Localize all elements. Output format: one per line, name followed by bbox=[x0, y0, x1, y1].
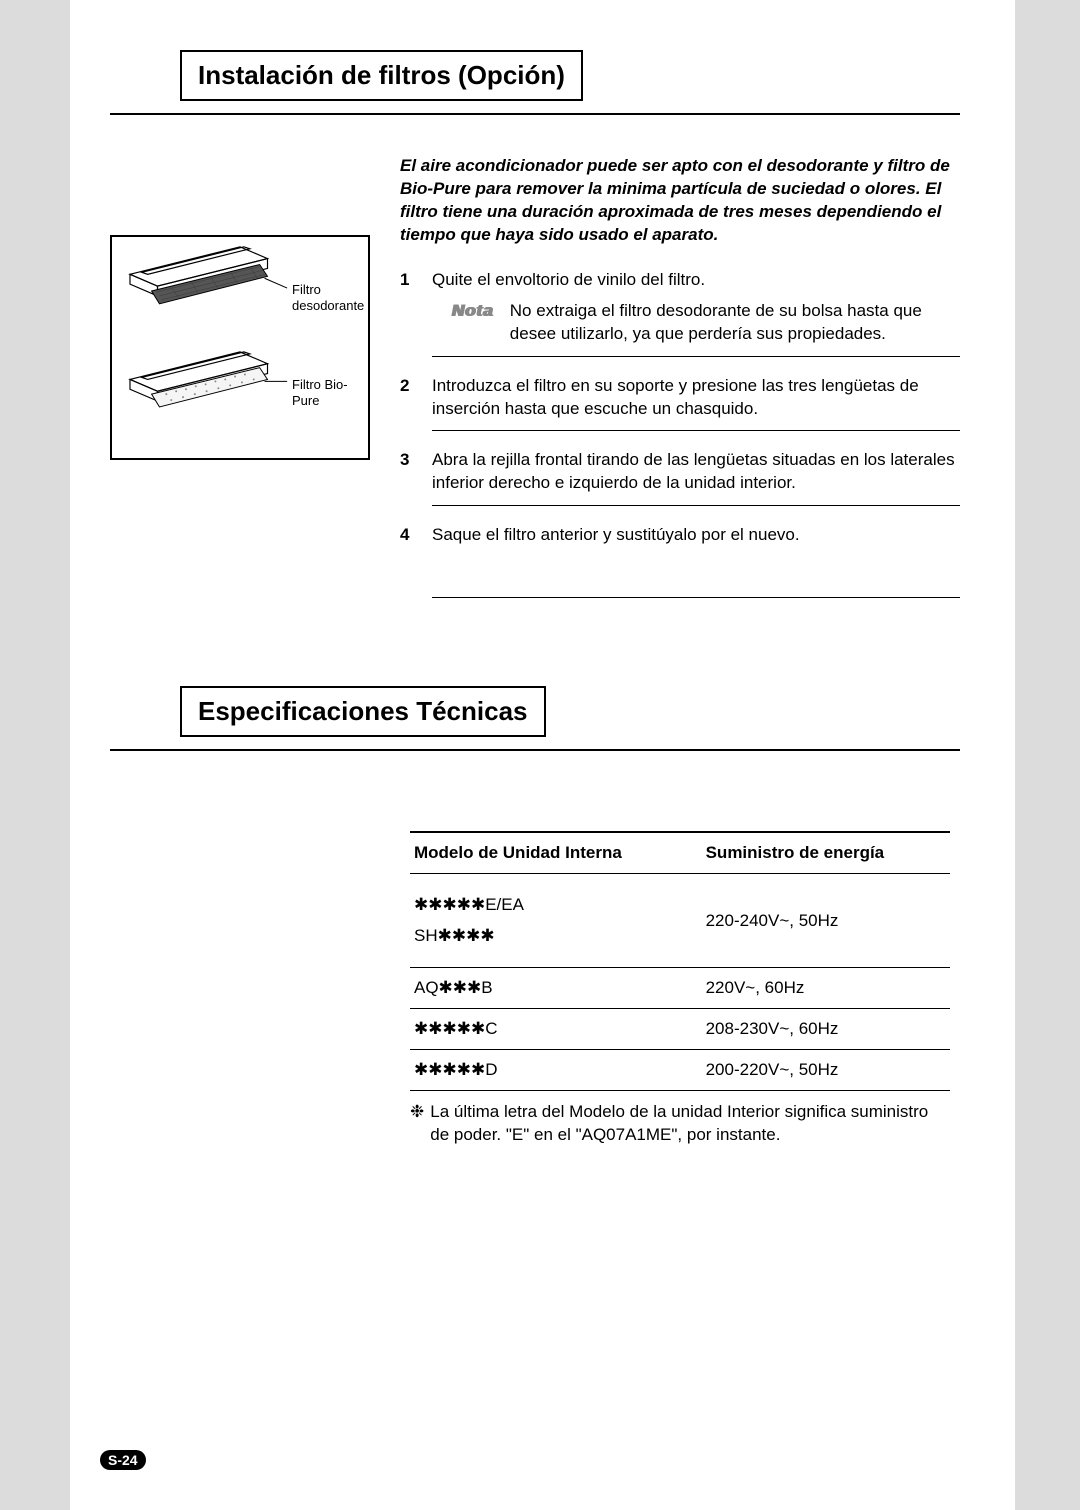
step-rule bbox=[432, 505, 960, 506]
content-row: Filtro desodorante Filtro Bio-Pure El ai… bbox=[110, 155, 960, 616]
title-rule bbox=[110, 113, 960, 115]
footnote-text: La última letra del Modelo de la unidad … bbox=[430, 1101, 950, 1147]
td-model: ✱✱✱✱✱D bbox=[410, 1050, 702, 1091]
step-rule bbox=[432, 430, 960, 431]
table-row: AQ✱✱✱B 220V~, 60Hz bbox=[410, 968, 950, 1009]
spec-footnote: ❉ La última letra del Modelo de la unida… bbox=[410, 1101, 950, 1147]
step-text: Introduzca el filtro en su soporte y pre… bbox=[432, 376, 919, 418]
step-body: Introduzca el filtro en su soporte y pre… bbox=[432, 375, 960, 432]
td-power: 220V~, 60Hz bbox=[702, 968, 950, 1009]
td-model: AQ✱✱✱B bbox=[410, 968, 702, 1009]
step-text: Abra la rejilla frontal tirando de las l… bbox=[432, 450, 955, 492]
figure-column: Filtro desodorante Filtro Bio-Pure bbox=[110, 155, 370, 616]
table-row: ✱✱✱✱✱C 208-230V~, 60Hz bbox=[410, 1009, 950, 1050]
page-number-badge: S-24 bbox=[100, 1450, 146, 1470]
title-rule bbox=[110, 749, 960, 751]
intro-paragraph: El aire acondicionador puede ser apto co… bbox=[400, 155, 960, 247]
th-model: Modelo de Unidad Interna bbox=[410, 832, 702, 874]
table-row: ✱✱✱✱✱E/EA SH✱✱✱✱ 220-240V~, 50Hz bbox=[410, 874, 950, 968]
section-tech-specs: Especificaciones Técnicas Modelo de Unid… bbox=[110, 686, 960, 1147]
nota-row: Nota No extraiga el filtro desodorante d… bbox=[452, 300, 960, 346]
step-text: Quite el envoltorio de vinilo del filtro… bbox=[432, 270, 705, 289]
spec-table: Modelo de Unidad Interna Suministro de e… bbox=[410, 831, 950, 1091]
step-number: 3 bbox=[400, 449, 418, 506]
section-title: Especificaciones Técnicas bbox=[180, 686, 546, 737]
table-header-row: Modelo de Unidad Interna Suministro de e… bbox=[410, 832, 950, 874]
step-1: 1 Quite el envoltorio de vinilo del filt… bbox=[400, 269, 960, 357]
step-rule bbox=[432, 597, 960, 598]
footnote-marker: ❉ bbox=[410, 1101, 424, 1147]
step-number: 4 bbox=[400, 524, 418, 598]
nota-label: Nota bbox=[452, 300, 494, 346]
step-text: Saque el filtro anterior y sustitúyalo p… bbox=[432, 525, 800, 544]
figure-label-biopure: Filtro Bio-Pure bbox=[292, 377, 368, 408]
step-rule bbox=[432, 356, 960, 357]
manual-page: Instalación de filtros (Opción) bbox=[70, 0, 1015, 1510]
filter-diagram: Filtro desodorante Filtro Bio-Pure bbox=[110, 235, 370, 460]
nota-text: No extraiga el filtro desodorante de su … bbox=[510, 300, 960, 346]
figure-label-desodorante: Filtro desodorante bbox=[292, 282, 368, 313]
td-model: ✱✱✱✱✱C bbox=[410, 1009, 702, 1050]
table-body: ✱✱✱✱✱E/EA SH✱✱✱✱ 220-240V~, 50Hz AQ✱✱✱B … bbox=[410, 874, 950, 1091]
step-2: 2 Introduzca el filtro en su soporte y p… bbox=[400, 375, 960, 432]
td-power: 220-240V~, 50Hz bbox=[702, 874, 950, 968]
step-body: Quite el envoltorio de vinilo del filtro… bbox=[432, 269, 960, 357]
td-model: ✱✱✱✱✱E/EA SH✱✱✱✱ bbox=[410, 874, 702, 968]
section-title: Instalación de filtros (Opción) bbox=[180, 50, 583, 101]
step-number: 1 bbox=[400, 269, 418, 357]
step-4: 4 Saque el filtro anterior y sustitúyalo… bbox=[400, 524, 960, 598]
td-power: 200-220V~, 50Hz bbox=[702, 1050, 950, 1091]
filter-diagram-svg bbox=[112, 237, 368, 458]
step-3: 3 Abra la rejilla frontal tirando de las… bbox=[400, 449, 960, 506]
td-power: 208-230V~, 60Hz bbox=[702, 1009, 950, 1050]
text-column: El aire acondicionador puede ser apto co… bbox=[400, 155, 960, 616]
section-filter-install: Instalación de filtros (Opción) bbox=[110, 50, 960, 616]
step-number: 2 bbox=[400, 375, 418, 432]
step-body: Abra la rejilla frontal tirando de las l… bbox=[432, 449, 960, 506]
table-row: ✱✱✱✱✱D 200-220V~, 50Hz bbox=[410, 1050, 950, 1091]
spec-table-wrap: Modelo de Unidad Interna Suministro de e… bbox=[410, 831, 950, 1147]
th-power: Suministro de energía bbox=[702, 832, 950, 874]
step-body: Saque el filtro anterior y sustitúyalo p… bbox=[432, 524, 960, 598]
